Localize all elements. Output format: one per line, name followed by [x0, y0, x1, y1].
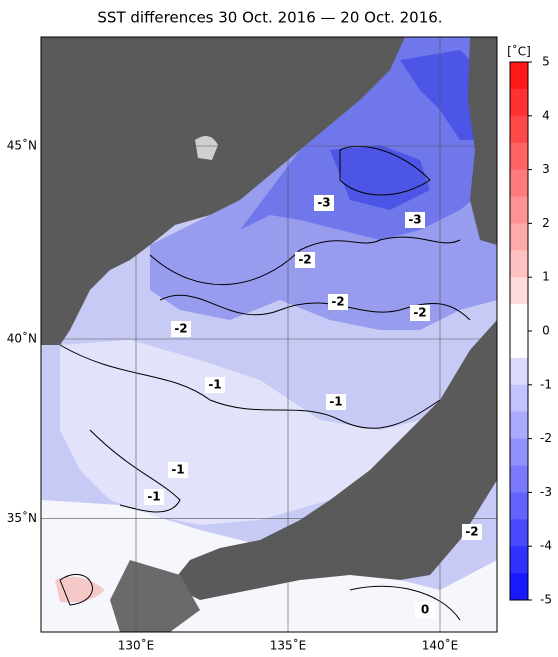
contour-label: -2 — [331, 295, 344, 309]
graticule: 130˚E 135˚E 140˚E 45˚N 40˚N 35˚N — [7, 37, 497, 653]
contour-label-bg — [295, 252, 315, 268]
contour-label-bg — [405, 212, 425, 228]
colorbar-band — [510, 411, 528, 440]
land-hokkaido — [468, 37, 497, 245]
sea-darkest — [330, 50, 490, 210]
contour-label: -1 — [147, 490, 160, 504]
colorbar-band — [510, 196, 528, 224]
contour-label: -2 — [413, 306, 426, 320]
colorbar-band — [510, 62, 528, 90]
colorbar-band — [510, 357, 528, 386]
x-tick-label: 140˚E — [422, 638, 459, 653]
colorbar-tick-label: -1 — [540, 377, 552, 391]
colorbar-band — [510, 88, 528, 117]
colorbar-tick-label: 5 — [542, 55, 550, 69]
colorbar-band — [510, 384, 528, 413]
colorbar-band — [510, 519, 528, 547]
y-tick-label: 40˚N — [7, 331, 37, 346]
colorbar-band — [510, 169, 528, 197]
contour-label-bg — [314, 195, 334, 211]
contour-label: -2 — [174, 322, 187, 336]
colorbar-tick-label: 4 — [542, 108, 550, 122]
contour-label-bg — [462, 524, 482, 540]
land-kyushu — [110, 560, 200, 632]
colorbar-band — [510, 223, 528, 251]
contour-label-bg — [328, 294, 348, 310]
colorbar-tick-label: -2 — [540, 431, 552, 445]
colorbar-band — [510, 573, 528, 601]
colorbar-band — [510, 115, 528, 144]
x-tick-label: 130˚E — [118, 638, 155, 653]
colorbar-band — [510, 492, 528, 520]
contour-label-bg — [171, 321, 191, 337]
colorbar-band — [510, 438, 528, 466]
map-area — [41, 37, 497, 632]
colorbar-tick-label: -3 — [540, 485, 552, 499]
colorbar-band — [510, 250, 528, 278]
colorbar-band — [510, 465, 528, 493]
contour-label: 0 — [421, 603, 429, 617]
colorbar-unit: [˚C] — [507, 44, 531, 59]
land-honshu — [170, 320, 497, 600]
colorbar-band — [510, 331, 528, 359]
sea-warm — [55, 576, 105, 603]
island — [195, 136, 218, 160]
map-frame — [40, 36, 498, 633]
contour-label: -1 — [171, 463, 184, 477]
contours — [59, 145, 471, 621]
x-tick-label: 135˚E — [270, 638, 307, 653]
colorbar-tick-label: 2 — [542, 216, 550, 230]
sea-light — [60, 340, 440, 525]
y-tick-label: 35˚N — [7, 510, 37, 525]
land-continent — [41, 37, 405, 345]
contour-label-bg — [144, 489, 164, 505]
colorbar-tick-label: 3 — [542, 162, 550, 176]
contour-label: -1 — [208, 378, 221, 392]
contour-label-bg — [415, 602, 435, 618]
colorbar-band — [510, 304, 528, 332]
colorbar: 5 4 3 2 1 0 -1 -2 -3 -4 -5 — [509, 55, 552, 607]
colorbar-tick-label: -5 — [540, 593, 552, 607]
colorbar-band — [510, 277, 528, 305]
contour-label: -2 — [298, 253, 311, 267]
contour-label: -3 — [408, 213, 421, 227]
contour-label: -2 — [465, 525, 478, 539]
contour-label-bg — [205, 377, 225, 393]
contour-label-bg — [410, 305, 430, 321]
colorbar-tick-label: 1 — [542, 270, 550, 284]
contour-label-bg — [168, 462, 188, 478]
contour-label: -3 — [317, 196, 330, 210]
title: SST differences 30 Oct. 2016 — 20 Oct. 2… — [97, 9, 442, 27]
colorbar-band — [510, 142, 528, 171]
y-tick-label: 45˚N — [7, 138, 37, 153]
colorbar-tick-label: -4 — [540, 539, 552, 553]
contour-label-bg — [326, 394, 346, 410]
contour-label: -1 — [329, 395, 342, 409]
colorbar-band — [510, 546, 528, 574]
colorbar-tick-label: 0 — [542, 324, 550, 338]
